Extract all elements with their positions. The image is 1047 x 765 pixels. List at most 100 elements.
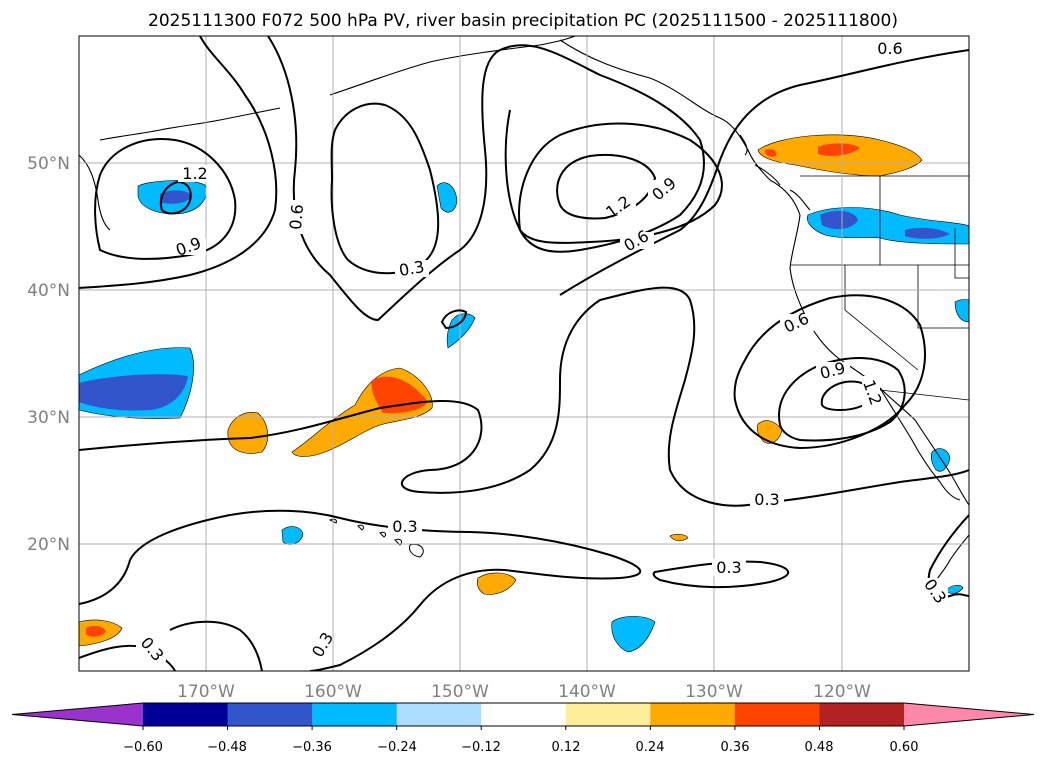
pos-area-west — [227, 412, 269, 454]
coast-aleutians — [99, 107, 281, 141]
contour-label-bg — [780, 314, 814, 331]
neg-area-mexico — [945, 584, 964, 594]
contour-label: 0.3 — [754, 490, 779, 509]
contour-label-bg — [648, 180, 682, 197]
map-frame — [78, 35, 970, 672]
colorbar-tick: 0.48 — [805, 740, 834, 755]
neg-area-small-1 — [446, 313, 476, 349]
lat-tick-labels: 50°N 40°N 30°N 20°N — [27, 154, 70, 555]
neg-area-east-edge — [954, 299, 969, 323]
contour-label-bg — [750, 491, 784, 508]
neg-area-pacnw-core — [820, 210, 950, 239]
contour-small-loop — [440, 309, 468, 330]
colorbar-tick: −0.60 — [123, 740, 163, 755]
map-title: 2025111300 F072 500 hPa PV, river basin … — [148, 11, 898, 31]
contour-label: 0.3 — [716, 558, 741, 577]
contour-label-bg — [388, 518, 422, 535]
neg-area-west-coast-core — [79, 374, 188, 411]
contour-labels: 0.6 1.2 0.9 0.6 0.3 1.2 0.9 0.6 0.6 0.9 … — [136, 39, 950, 665]
lat-label: 30°N — [27, 408, 70, 428]
contour-label: 0.3 — [392, 517, 417, 536]
colorbar-tick: 0.36 — [721, 740, 750, 755]
colorbar-segment — [312, 703, 398, 726]
contour-label-bg — [602, 198, 636, 215]
contour-label-bg — [620, 232, 654, 249]
colorbar-segment — [650, 703, 736, 726]
contour-label-bg — [712, 559, 746, 576]
colorbar-segment — [565, 703, 651, 726]
contour-label-bg — [288, 200, 306, 234]
contour-label-bg — [816, 362, 850, 379]
contour-label-bg — [862, 376, 880, 410]
colorbar — [11, 702, 1035, 730]
lon-label: 160°W — [304, 682, 362, 702]
pv-contours — [79, 36, 969, 671]
colorbar-tick: 0.12 — [552, 740, 581, 755]
lon-label: 120°W — [813, 682, 871, 702]
contour-0.6-east — [559, 49, 969, 296]
contour-0.3-lower — [79, 286, 969, 507]
contour-0.9-aleutian — [94, 138, 237, 260]
coast-west-us — [789, 214, 969, 506]
colorbar-segment — [143, 703, 229, 726]
lat-label: 40°N — [27, 281, 70, 301]
colorbar-segment — [734, 703, 820, 726]
colorbar-segment — [396, 703, 482, 726]
contour-label: 0.3 — [398, 257, 426, 280]
contour-label: 0.6 — [877, 39, 902, 58]
pos-area-south-1 — [476, 572, 517, 595]
lon-label: 130°W — [685, 682, 743, 702]
contour-label-bg — [136, 637, 166, 661]
colorbar-tick: −0.36 — [292, 740, 332, 755]
contour-label-bg — [312, 628, 332, 662]
contour-0.3-south-2 — [169, 620, 263, 671]
map-background — [79, 36, 969, 671]
neg-area-gulf-alaska — [436, 182, 458, 213]
contour-label: 0.6 — [286, 203, 307, 230]
colorbar-tick: −0.12 — [461, 740, 501, 755]
contour-0.6-mid — [267, 36, 705, 322]
political-borders — [790, 175, 969, 401]
contour-label-bg — [920, 578, 948, 604]
contour-label-bg — [395, 260, 429, 277]
coast-bc-islands — [739, 134, 811, 211]
neg-area-aleutian-core — [160, 190, 192, 204]
contour-label: 1.2 — [182, 164, 207, 183]
lon-label: 140°W — [558, 682, 616, 702]
contour-0.6-socal — [733, 294, 926, 450]
neg-area-south — [611, 616, 656, 653]
colorbar-segment — [819, 703, 905, 726]
contour-label-bg — [178, 165, 212, 182]
contour-label-bg — [873, 40, 907, 57]
colorbar-segment — [481, 703, 567, 726]
colorbar-extend-max — [904, 703, 1034, 726]
coast-siberia — [79, 154, 111, 231]
contour-0.3-south — [79, 509, 642, 671]
pos-area-bc-core — [765, 143, 860, 157]
lon-label: 150°W — [431, 682, 489, 702]
contour-0.6-west — [79, 36, 278, 289]
contour-label-bg — [172, 238, 206, 255]
colorbar-tick: 0.60 — [890, 740, 919, 755]
contour-1.2-gulf — [556, 154, 657, 220]
coast-alaska-gulf — [329, 36, 576, 96]
colorbar-segment — [227, 703, 313, 726]
coast-baja — [879, 387, 961, 501]
coastlines — [79, 36, 969, 591]
hawaii-islands — [328, 518, 424, 558]
map-area: 0.6 1.2 0.9 0.6 0.3 1.2 0.9 0.6 0.6 0.9 … — [79, 36, 969, 671]
colorbar-tick: −0.48 — [207, 740, 247, 755]
contour-1.2-aleutian — [159, 180, 192, 215]
colorbar-tick-labels: −0.60 −0.48 −0.36 −0.24 −0.12 0.12 0.24 … — [123, 740, 918, 755]
contour-0.9-gulf — [518, 122, 723, 244]
colorbar-tick: −0.24 — [377, 740, 417, 755]
lon-label: 170°W — [177, 682, 235, 702]
contour-0.9-socal — [778, 357, 906, 442]
lon-tick-labels: 170°W 160°W 150°W 140°W 130°W 120°W — [177, 682, 871, 702]
colorbar-tick: 0.24 — [636, 740, 665, 755]
pos-area-small — [669, 533, 689, 542]
lat-label: 50°N — [27, 154, 70, 174]
lat-label: 20°N — [27, 535, 70, 555]
colorbar-extend-min — [12, 703, 143, 726]
